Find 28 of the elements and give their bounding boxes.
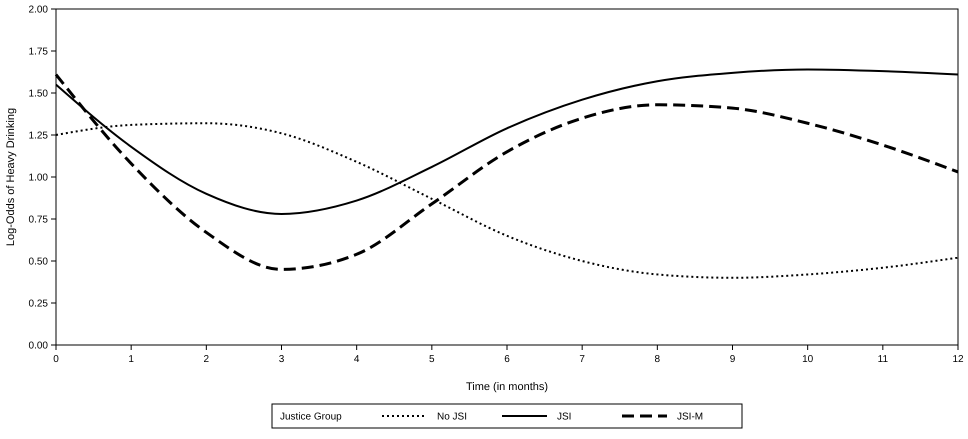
legend-label: JSI (557, 412, 572, 422)
y-tick-label: 1.50 (28, 88, 48, 100)
x-tick-label: 11 (878, 354, 888, 365)
x-tick-label: 5 (429, 354, 436, 365)
legend-label: No JSI (437, 412, 468, 422)
x-tick-label: 10 (802, 354, 814, 365)
legend-title: Justice Group (280, 412, 342, 422)
y-tick-label: 1.00 (28, 172, 48, 184)
y-axis-title: Log-Odds of Heavy Drinking (5, 108, 17, 246)
x-tick-label: 7 (579, 354, 586, 365)
legend-label: JSI-M (677, 412, 704, 422)
y-tick-label: 1.25 (28, 130, 48, 142)
x-tick-label: 3 (278, 354, 285, 365)
x-axis-title: Time (in months) (466, 381, 548, 393)
x-tick-label: 6 (504, 354, 510, 365)
x-tick-label: 8 (654, 354, 661, 365)
y-tick-label: 0.25 (28, 298, 48, 310)
x-tick-label: 2 (204, 354, 210, 365)
x-tick-label: 12 (952, 354, 964, 365)
x-tick-label: 1 (128, 354, 134, 365)
y-tick-label: 0.50 (28, 256, 48, 268)
y-tick-label: 1.75 (28, 46, 48, 58)
y-tick-label: 2.00 (28, 4, 48, 16)
y-tick-label: 0.75 (28, 214, 48, 226)
y-tick-label: 0.00 (28, 340, 48, 352)
x-tick-label: 4 (354, 354, 360, 365)
x-tick-label: 0 (53, 354, 60, 365)
x-tick-label: 9 (730, 354, 736, 365)
